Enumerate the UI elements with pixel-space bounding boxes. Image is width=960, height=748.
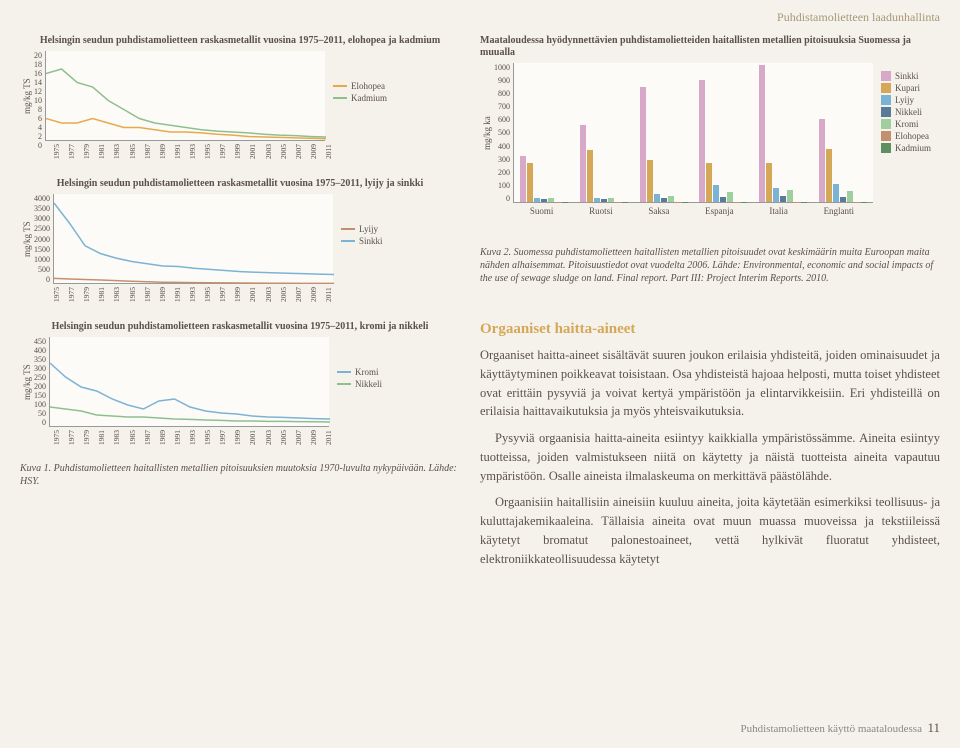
chart2-yticks: 40003500300025002000150010005000 — [34, 194, 53, 284]
chart2-legend: LyijySinkki — [341, 224, 383, 284]
barchart-plot — [513, 63, 873, 203]
chart-lyijy-sinkki: Helsingin seudun puhdistamolietteen rask… — [20, 178, 460, 293]
para-1: Orgaaniset haitta-aineet sisältävät suur… — [480, 346, 940, 421]
chart1-plot — [45, 51, 325, 141]
barchart-title: Maataloudessa hyödynnettävien puhdistamo… — [480, 35, 940, 59]
chart2-title: Helsingin seudun puhdistamolietteen rask… — [20, 178, 460, 190]
chart-kromi-nikkeli: Helsingin seudun puhdistamolietteen rask… — [20, 321, 460, 436]
body-section: Orgaaniset haitta-aineet Orgaaniset hait… — [480, 321, 940, 576]
chart3-ylabel: mg/kg TS — [20, 337, 34, 427]
barchart-ylabel: mg/kg ka — [480, 63, 494, 203]
para-3: Orgaanisiin haitallisiin aineisiin kuulu… — [480, 493, 940, 568]
chart1-legend: ElohopeaKadmium — [333, 81, 387, 141]
chart2-ylabel: mg/kg TS — [20, 194, 34, 284]
para-2: Pysyviä orgaanisia haitta-aineita esiint… — [480, 429, 940, 485]
footer-text: Puhdistamolietteen käyttö maataloudessa — [741, 723, 922, 735]
chart3-legend: KromiNikkeli — [337, 367, 382, 427]
section-title: Orgaaniset haitta-aineet — [480, 321, 940, 338]
chart1-xticks: 1975197719791981198319851987198919911993… — [52, 141, 332, 150]
chart3-title: Helsingin seudun puhdistamolietteen rask… — [20, 321, 460, 333]
chart2-plot — [53, 194, 333, 284]
barchart-xticks: SuomiRuotsiSaksaEspanjaItaliaEnglanti — [512, 206, 872, 216]
barchart-caption: Kuva 2. Suomessa puhdistamolietteen hait… — [480, 246, 940, 285]
chart1-yticks: 20181614121086420 — [34, 51, 45, 141]
page-header: Puhdistamolietteen laadunhallinta — [777, 10, 940, 25]
chart3-caption: Kuva 1. Puhdistamolietteen haitallisten … — [20, 462, 460, 488]
chart3-plot — [49, 337, 329, 427]
chart3-yticks: 450400350300250200150100500 — [34, 337, 49, 427]
chart2-xticks: 1975197719791981198319851987198919911993… — [52, 284, 332, 293]
chart-elohopea-kadmium: Helsingin seudun puhdistamolietteen rask… — [20, 35, 460, 150]
page-number: 11 — [927, 720, 940, 735]
chart1-ylabel: mg/kg TS — [20, 51, 34, 141]
chart3-xticks: 1975197719791981198319851987198919911993… — [52, 427, 332, 436]
barchart-legend: SinkkiKupariLyijyNikkeliKromiElohopeaKad… — [881, 71, 931, 203]
barchart-yticks: 10009008007006005004003002001000 — [494, 63, 513, 203]
chart1-title: Helsingin seudun puhdistamolietteen rask… — [20, 35, 460, 47]
bar-chart: Maataloudessa hyödynnettävien puhdistamo… — [480, 35, 940, 216]
page-footer: Puhdistamolietteen käyttö maataloudessa … — [741, 720, 941, 736]
